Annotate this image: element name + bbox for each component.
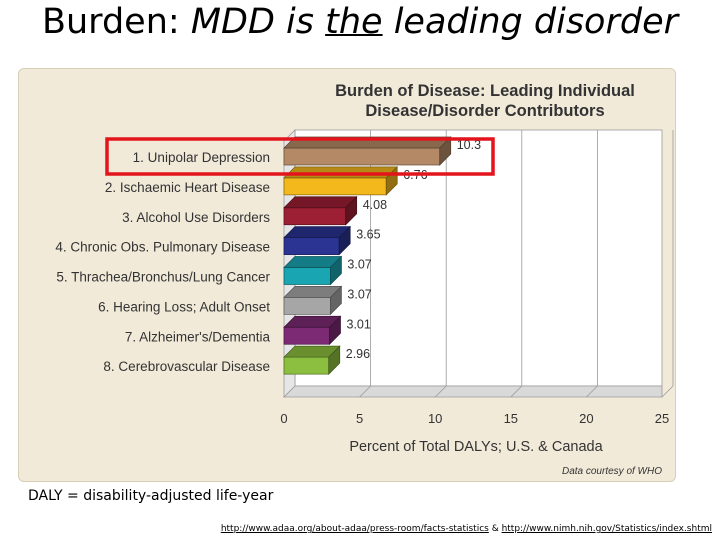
bar-end-face: [345, 195, 358, 226]
title-the-underlined: the: [325, 2, 383, 42]
bar-end-face: [328, 345, 341, 375]
bar-end-face: [329, 315, 341, 346]
bar-value-label: 2.96: [346, 347, 370, 361]
highlight-box: [105, 137, 495, 176]
slide-title: Burden: MDD is the leading disorder: [0, 2, 720, 42]
bar: [283, 177, 387, 196]
category-label: 5. Thrachea/Bronchus/Lung Cancer: [56, 270, 270, 285]
bar: [283, 267, 331, 285]
adaa-link[interactable]: http://www.adaa.org/about-adaa/press-roo…: [220, 524, 489, 534]
bar: [283, 297, 331, 315]
bar-value-label: 3.01: [347, 317, 371, 331]
x-axis-label: Percent of Total DALYs; U.S. & Canada: [349, 439, 603, 455]
category-label: 4. Chronic Obs. Pulmonary Disease: [55, 240, 270, 255]
x-tick-label: 20: [579, 411, 593, 426]
bar-end-face: [330, 285, 342, 316]
bar-end-face: [338, 225, 351, 256]
x-floor-gridline: [434, 385, 447, 398]
x-tick-label: 0: [280, 411, 287, 426]
title-mdd: MDD is: [190, 2, 326, 42]
x-floor-gridline: [586, 385, 598, 398]
category-label: 8. Cerebrovascular Disease: [103, 359, 270, 374]
category-label: 2. Ischaemic Heart Disease: [105, 180, 270, 195]
x-floor-gridline: [661, 385, 674, 398]
category-label: 1. Unipolar Depression: [133, 150, 270, 165]
x-floor-gridline: [510, 385, 523, 398]
title-suffix: leading disorder: [382, 2, 678, 42]
x-tick-label: 5: [356, 411, 363, 426]
bar: [283, 147, 441, 166]
chart-title-line-2: Disease/Disorder Contributors: [365, 102, 604, 120]
bar-end-face: [330, 255, 342, 286]
bar: [283, 326, 330, 345]
bar-top-face: [283, 226, 352, 238]
plot-floor: [283, 385, 663, 398]
bar-value-label: 4.08: [363, 198, 387, 212]
category-label: 6. Hearing Loss; Adult Onset: [98, 299, 270, 314]
bar: [283, 356, 330, 375]
link-separator: &: [488, 524, 502, 534]
nimh-link[interactable]: http://www.nimh.nih.gov/Statistics/index…: [501, 524, 712, 534]
title-prefix: Burden:: [41, 2, 191, 42]
x-floor-gridline: [359, 385, 371, 398]
x-tick-label: 10: [428, 411, 442, 426]
category-label: 3. Alcohol Use Disorders: [122, 210, 270, 225]
bar-top-face: [283, 196, 358, 209]
bar: [283, 237, 340, 255]
bar-value-label: 3.07: [347, 258, 371, 272]
category-label: 7. Alzheimer's/Dementia: [125, 329, 271, 344]
source-links: http://www.adaa.org/about-adaa/press-roo…: [221, 524, 712, 534]
bar-value-label: 3.65: [356, 228, 380, 242]
data-credit: Data courtesy of WHO: [562, 466, 662, 477]
bar-value-label: 3.07: [347, 287, 371, 301]
x-tick-label: 25: [655, 411, 669, 426]
bar-value-label: 10.3: [457, 138, 481, 152]
daly-definition: DALY = disability-adjusted life-year: [28, 488, 274, 504]
x-tick-label: 15: [504, 411, 518, 426]
bar: [283, 207, 347, 226]
chart-title-line-1: Burden of Disease: Leading Individual: [335, 82, 635, 100]
